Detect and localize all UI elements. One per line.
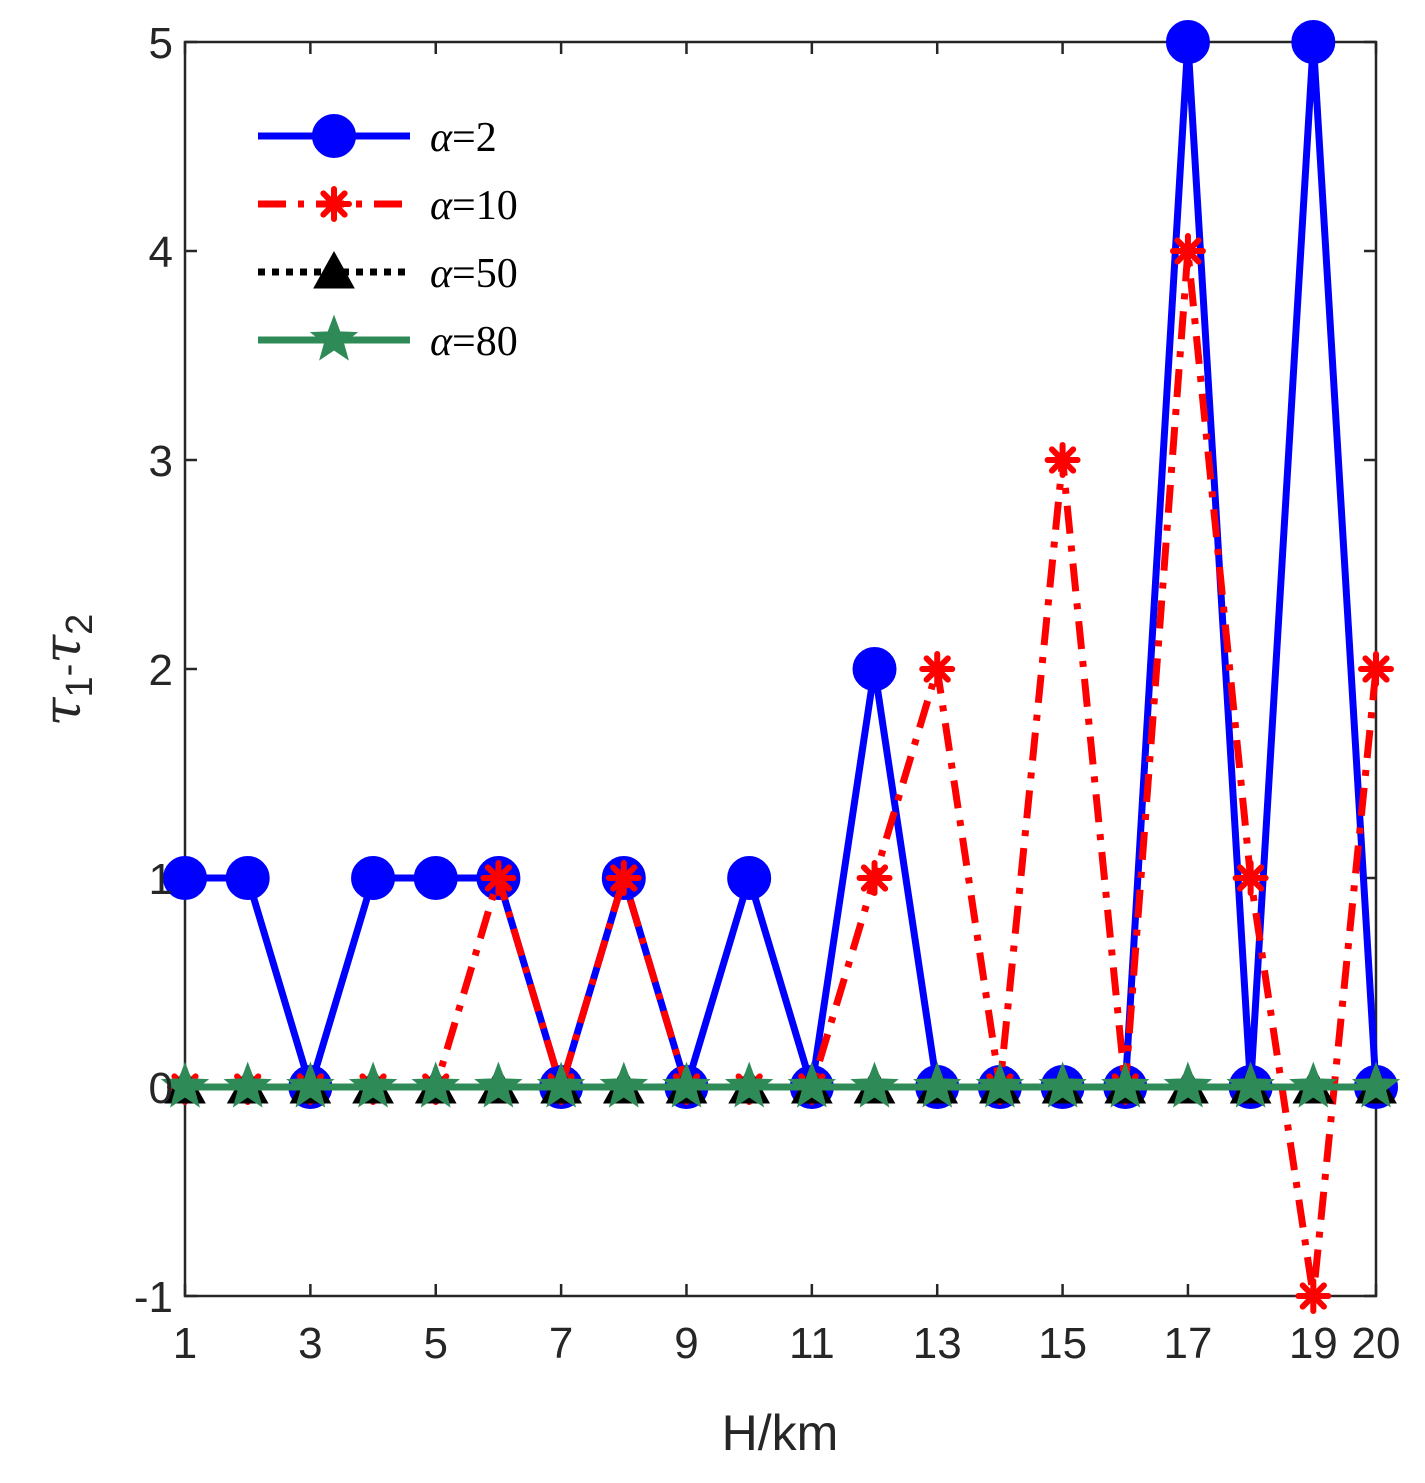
legend-alpha: α [430,319,453,365]
x-tick-label: 19 [1289,1319,1338,1368]
x-tick-label: 15 [1038,1319,1087,1368]
data-point-stroke [1237,864,1265,892]
x-tick-label: 13 [913,1319,962,1368]
legend-alpha: α [430,183,453,229]
data-point [536,1061,586,1108]
data-point [413,856,458,900]
y-tick-label: 5 [149,19,173,68]
y-axis-sub1: 1 [59,676,101,697]
x-tick-label: 11 [789,1319,835,1368]
data-point [1226,1061,1275,1108]
y-axis-tau2: τ [33,634,93,664]
data-point [599,1061,648,1108]
legend-alpha: α [430,251,453,297]
data-point [1169,233,1206,269]
data-point-stroke [923,655,951,683]
x-tick-label: 5 [423,1319,447,1368]
data-point [223,1061,272,1108]
data-point [348,1061,398,1108]
data-point-stroke [610,864,638,892]
x-tick-label: 1 [173,1319,197,1368]
data-point [1038,1061,1087,1108]
data-point [1358,651,1394,687]
legend-value: =10 [452,183,518,229]
series-layer [160,20,1401,1314]
x-axis-title: H/km [722,1405,839,1461]
legend: α=2α=10α=50α=80 [258,114,518,365]
data-point [1351,1061,1401,1108]
data-point-stroke [860,864,889,892]
data-point [975,1061,1025,1108]
legend-marker [312,114,356,158]
data-point [474,1061,523,1108]
data-point [662,1061,711,1108]
data-point [163,856,207,900]
y-tick-label: 3 [149,437,173,486]
legend-value: =80 [452,319,518,365]
legend-value: =50 [452,251,518,297]
series-3 [160,1061,1401,1108]
data-point [852,647,897,691]
data-point [480,860,517,896]
legend-label: α=10 [430,183,518,229]
legend-marker [313,250,355,289]
y-axis-minus: - [47,664,89,677]
data-point [913,1061,962,1108]
legend-marker [309,314,359,361]
y-tick-label: 2 [149,646,173,695]
y-tick-label: -1 [134,1273,173,1322]
legend-marker-stroke [320,190,348,218]
x-tick-label: 17 [1163,1319,1212,1368]
legend-value: =2 [452,115,497,161]
data-point [1044,442,1081,478]
data-point-stroke [484,864,513,892]
data-point [1232,860,1269,896]
data-point-stroke [1174,237,1202,265]
data-point [727,856,772,900]
data-point [605,860,642,896]
data-point-stroke [1362,655,1390,683]
x-tick-label: 20 [1352,1319,1401,1368]
data-point [351,856,396,900]
legend-label: α=80 [430,319,518,365]
y-tick-label: 1 [149,855,173,904]
legend-label: α=50 [430,251,518,297]
y-axis-tau1: τ [33,696,93,726]
data-point [160,1061,210,1108]
data-point [856,860,893,896]
y-tick-label: 4 [149,228,173,277]
x-tick-label: 3 [298,1319,322,1368]
legend-alpha: α [430,115,453,161]
data-point [850,1061,899,1108]
data-point [286,1061,335,1108]
data-point [1295,1278,1332,1314]
legend-marker [316,186,352,222]
data-point [1289,1061,1338,1108]
y-axis-sub2: 2 [59,614,101,635]
data-point [411,1061,460,1108]
y-tick-label: 0 [149,1064,173,1113]
data-point [1163,1061,1213,1108]
data-point [1291,20,1336,64]
data-point-stroke [1299,1282,1327,1310]
data-point [1165,20,1210,64]
legend-label: α=2 [430,115,497,161]
y-axis-title: τ1-τ2 [33,614,101,727]
x-tick-label: 7 [549,1319,573,1368]
data-point [1101,1061,1150,1108]
data-point [787,1061,837,1108]
data-point [724,1061,774,1108]
data-point-stroke [1048,446,1077,474]
x-tick-label: 9 [674,1319,698,1368]
data-point [919,651,956,687]
data-point [225,856,270,900]
